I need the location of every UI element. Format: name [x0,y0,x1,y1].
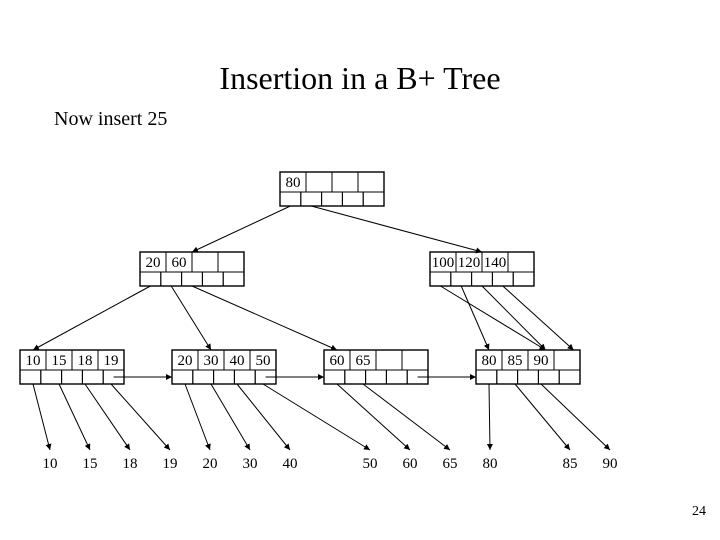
svg-text:85: 85 [563,456,578,472]
svg-text:80: 80 [286,175,301,191]
svg-text:20: 20 [146,255,161,271]
svg-text:19: 19 [104,353,119,369]
svg-text:15: 15 [83,456,98,472]
svg-text:100: 100 [432,255,455,271]
svg-text:18: 18 [123,456,138,472]
svg-text:60: 60 [403,456,418,472]
svg-text:50: 50 [256,353,271,369]
svg-text:30: 30 [204,353,219,369]
svg-text:30: 30 [243,456,258,472]
svg-text:40: 40 [283,456,298,472]
svg-text:40: 40 [230,353,245,369]
svg-text:60: 60 [172,255,187,271]
svg-text:20: 20 [203,456,218,472]
bplus-tree-diagram: 80 20 60 100120140 10 15 18 19 20 30 40 50 60 65 80 85 9… [0,0,720,540]
svg-text:18: 18 [78,353,93,369]
svg-text:20: 20 [178,353,193,369]
svg-text:90: 90 [603,456,618,472]
svg-text:140: 140 [484,255,507,271]
svg-text:120: 120 [458,255,481,271]
svg-text:50: 50 [363,456,378,472]
svg-text:15: 15 [52,353,67,369]
svg-text:65: 65 [443,456,458,472]
svg-text:85: 85 [508,353,523,369]
svg-text:90: 90 [534,353,549,369]
svg-text:60: 60 [330,353,345,369]
svg-text:10: 10 [26,353,41,369]
svg-text:80: 80 [482,353,497,369]
svg-text:19: 19 [163,456,178,472]
svg-text:10: 10 [43,456,58,472]
svg-text:65: 65 [356,353,371,369]
svg-text:80: 80 [483,456,498,472]
